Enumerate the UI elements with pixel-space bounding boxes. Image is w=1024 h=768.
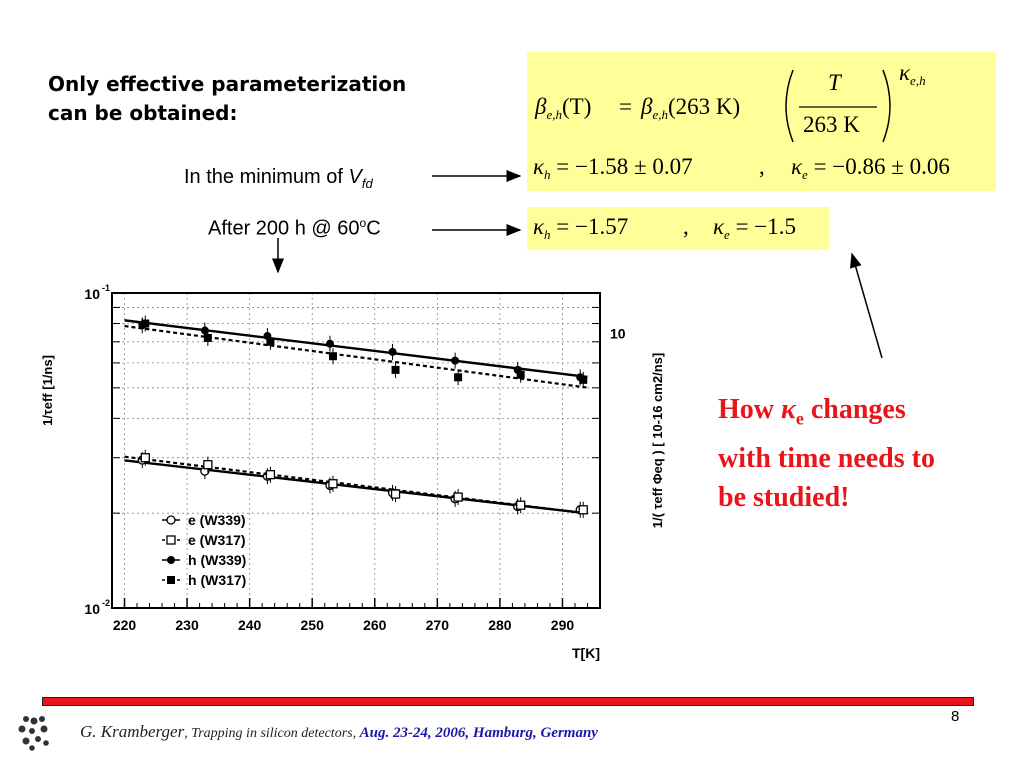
equation-separator: , (759, 154, 765, 179)
x-tick-label: 240 (238, 617, 262, 633)
x-tick-label: 270 (426, 617, 450, 633)
formula-equals: = (619, 94, 632, 119)
footer-citation: G. Kramberger, Trapping in silicon detec… (80, 722, 598, 742)
plot-series (124, 315, 588, 518)
data-point (453, 492, 463, 502)
data-point (390, 489, 401, 499)
kappa-h-minimum: κh = −1.58 ± 0.07 (533, 154, 693, 182)
fit-line (124, 455, 588, 515)
plot-ticks (112, 306, 600, 608)
heading-line-2: can be obtained: (48, 101, 238, 125)
x-axis-label: T[K] (572, 645, 600, 661)
legend-label: e (W339) (188, 512, 246, 528)
formula-parentheses (785, 69, 891, 143)
page-number: 8 (951, 708, 960, 725)
x-tick-label: 260 (363, 617, 387, 633)
data-point (578, 505, 588, 515)
legend-label: h (W317) (188, 572, 246, 588)
kappa-h-after: κh = −1.57 (533, 214, 629, 242)
kappa-e-after: κe = −1.5 (713, 214, 797, 242)
data-point (203, 460, 213, 470)
y-axis-label-right: 1/( τeff Φeq ) [ 10-16 cm2/ns] (650, 353, 665, 528)
x-tick-label: 280 (488, 617, 512, 633)
fit-line (124, 324, 588, 389)
data-point (140, 453, 150, 463)
footer-author: G. Kramberger (80, 722, 185, 741)
study-note: How κe changes with time needs to be stu… (718, 390, 1008, 517)
formula-numerator: T (828, 70, 841, 95)
data-point (388, 347, 397, 356)
slide-heading: Only effective parameterization can be o… (48, 70, 488, 128)
formula-exponent: κe,h (899, 60, 926, 88)
legend-marker (166, 535, 176, 545)
data-point (200, 326, 209, 335)
legend-marker (167, 576, 175, 584)
data-point (391, 365, 400, 374)
x-tick-label: 290 (551, 617, 575, 633)
data-point (325, 339, 334, 348)
legend-marker (166, 515, 176, 525)
after-annealing-label: After 200 h @ 60oC (208, 216, 381, 240)
kappa-e-minimum: κe = −0.86 ± 0.06 (791, 154, 950, 182)
data-point (265, 470, 276, 480)
heading-line-1: Only effective parameterization (48, 72, 407, 96)
data-point (454, 373, 463, 382)
note-line-1: How κe changes (718, 394, 906, 429)
data-point (579, 375, 588, 384)
equation-separator-2: , (683, 214, 689, 239)
parameterization-equation-box: βe,h(T) = βe,h(263 K) T 263 K κe,h κh = … (527, 52, 996, 191)
x-tick-label: 230 (175, 617, 199, 633)
note-line-2: with time needs to (718, 442, 935, 474)
legend-label: e (W317) (188, 532, 246, 548)
y-tick-label-bottom: 10 (84, 601, 100, 617)
y-right-tick-label: 10 (610, 325, 626, 341)
data-point (516, 500, 526, 510)
x-tick-label: 250 (301, 617, 325, 633)
x-tick-label: 220 (113, 617, 137, 633)
institute-logo-icon (18, 716, 49, 751)
plot-frame (111, 292, 601, 609)
note-arrow (849, 252, 883, 359)
plot-grid (112, 293, 600, 608)
data-point (328, 352, 337, 361)
data-point (141, 319, 150, 328)
formula-rhs: βe,h(263 K) (641, 94, 741, 122)
data-point (328, 479, 338, 489)
data-point (203, 333, 212, 342)
legend-marker (167, 556, 175, 564)
y-tick-label-bottom-exponent: -2 (102, 598, 110, 608)
minimum-vfd-label: In the minimum of Vfd (184, 166, 373, 191)
y-tick-label-top-exponent: -1 (102, 283, 110, 293)
plot-legend: e (W339) e (W317) h (W339) h (W317) (162, 512, 246, 588)
footer-rule (42, 697, 974, 706)
footer-place: Aug. 23-24, 2006, Hamburg, Germany (359, 725, 598, 741)
formula-denominator: 263 K (803, 112, 860, 137)
data-point (451, 356, 460, 365)
formula-lhs: βe,h(T) (535, 94, 592, 122)
data-point (516, 370, 525, 379)
after-annealing-equation-box: κh = −1.57 , κe = −1.5 (527, 207, 829, 250)
footer-talk: , Trapping in silicon detectors, (184, 726, 360, 741)
data-point (266, 337, 275, 346)
legend-label: h (W339) (188, 552, 246, 568)
y-tick-label-top: 10 (84, 286, 100, 302)
plot-svg: e (W339) e (W317) h (W339) h (W317) 220 230 2… (40, 283, 665, 661)
note-line-3: be studied! (718, 481, 850, 513)
kappa-temperature-plot: e (W339) e (W317) h (W339) h (W317) 220 230 2… (30, 268, 670, 668)
y-axis-label-left: 1/τeff [1/ns] (40, 355, 55, 426)
